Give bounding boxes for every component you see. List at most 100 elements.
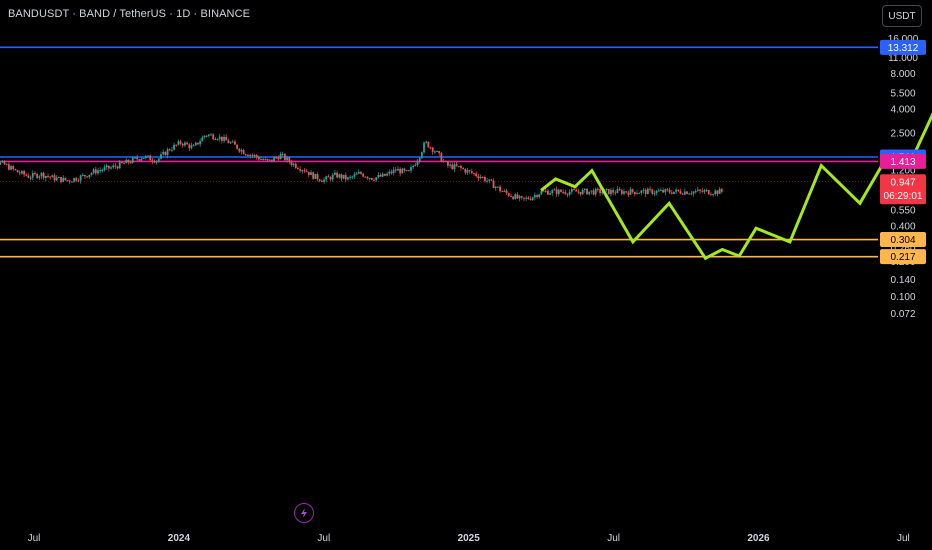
candle-body <box>99 170 102 172</box>
candle-body <box>170 149 173 151</box>
lightning-icon[interactable] <box>294 503 314 523</box>
candle-body <box>442 160 445 162</box>
candle-body <box>553 189 556 191</box>
candle-body <box>364 176 367 178</box>
candle-body <box>73 178 75 182</box>
candle-body <box>529 199 532 201</box>
candle-body <box>414 164 417 166</box>
current-price-label: 0.947 <box>890 177 915 188</box>
candle-body <box>557 189 560 195</box>
candle-body <box>399 168 402 174</box>
candle-body <box>21 171 23 174</box>
candle-body <box>125 159 128 164</box>
candle-body <box>573 189 575 191</box>
candle-body <box>153 161 156 163</box>
candle-body <box>416 161 419 165</box>
candle-body <box>527 197 530 200</box>
candle-body <box>338 174 341 178</box>
candle-body <box>703 190 706 192</box>
candle-body <box>116 166 119 169</box>
candle-body <box>381 173 384 177</box>
candle-body <box>114 165 117 167</box>
candle-body <box>625 191 628 193</box>
candle-body <box>292 163 295 166</box>
candle-body <box>375 177 378 181</box>
candle-body <box>607 189 610 195</box>
candle-body <box>451 164 454 170</box>
candle-body <box>62 177 65 182</box>
candle-body <box>670 192 673 194</box>
candle-body <box>390 171 393 174</box>
currency-button[interactable]: USDT <box>882 5 922 27</box>
y-tick-label: 0.140 <box>890 275 915 286</box>
candle-body <box>264 158 267 160</box>
candle-body <box>190 145 193 149</box>
candle-body <box>679 191 682 194</box>
candle-body <box>53 175 56 181</box>
candle-body <box>184 142 186 146</box>
candle-body <box>5 164 8 166</box>
candle-body <box>255 155 258 158</box>
candle-body <box>429 147 432 149</box>
candle-body <box>623 191 625 194</box>
candle-body <box>266 158 269 161</box>
candle-body <box>696 189 699 192</box>
candle-body <box>575 189 578 192</box>
x-tick-label: Jul <box>317 533 330 544</box>
candle-body <box>234 141 236 145</box>
candle-body <box>668 190 671 193</box>
candle-body <box>455 164 458 167</box>
candle-body <box>64 177 67 181</box>
candle-body <box>57 176 60 178</box>
candle-body <box>12 166 15 170</box>
candle-body <box>112 165 115 168</box>
candle-body <box>690 193 693 195</box>
candle-body <box>312 172 315 179</box>
candle-body <box>105 165 108 168</box>
y-tick-label: 11.000 <box>888 53 918 64</box>
candle-body <box>1 161 4 163</box>
y-tick-label: 0.072 <box>890 309 915 320</box>
candle-body <box>344 174 347 180</box>
candle-body <box>712 194 714 196</box>
candle-body <box>427 141 430 148</box>
candle-body <box>418 157 421 162</box>
candle-body <box>71 181 73 183</box>
candle-body <box>47 175 49 177</box>
candle-body <box>297 167 299 170</box>
candle-body <box>540 190 543 195</box>
candle-body <box>88 174 91 178</box>
candle-body <box>444 160 447 162</box>
candle-body <box>466 170 469 173</box>
candle-body <box>27 175 30 178</box>
candle-body <box>236 144 239 149</box>
candle-body <box>342 174 345 179</box>
candle-body <box>273 157 275 162</box>
y-tick-label: 8.000 <box>890 69 915 80</box>
candle-body <box>284 154 286 161</box>
candle-body <box>34 173 36 175</box>
candle-body <box>597 188 599 190</box>
candle-body <box>488 179 491 181</box>
candle-body <box>38 176 41 178</box>
candle-body <box>566 193 569 195</box>
candle-body <box>401 168 404 174</box>
candle-body <box>407 170 410 172</box>
candle-body <box>677 189 680 192</box>
candle-body <box>314 173 317 179</box>
candle-body <box>394 169 397 171</box>
candle-body <box>490 179 493 181</box>
candle-body <box>142 157 145 159</box>
candle-body <box>579 191 582 195</box>
candle-body <box>544 190 547 192</box>
candle-body <box>129 162 132 164</box>
candle-body <box>290 162 293 166</box>
level-label-orange-upper: 0.304 <box>890 235 915 246</box>
candle-body <box>349 176 352 178</box>
candle-body <box>462 168 465 170</box>
candle-body <box>307 171 310 176</box>
candle-body <box>288 157 291 163</box>
candle-body <box>447 161 449 166</box>
candle-body <box>368 178 371 180</box>
